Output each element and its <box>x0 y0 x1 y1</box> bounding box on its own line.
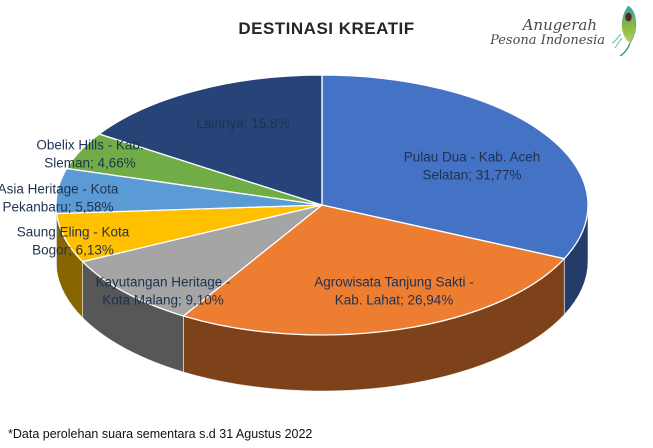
pie-slice-top-6 <box>98 74 323 206</box>
pie-slice-top-0 <box>321 74 589 260</box>
chart-title: DESTINASI KREATIF <box>238 19 415 38</box>
pie-slice-top-2 <box>81 204 323 317</box>
logo-text: Anugerah Pesona Indonesia <box>490 15 605 48</box>
pie-slice-top-1 <box>182 204 565 336</box>
footnote: *Data perolehan suara sementara s.d 31 A… <box>8 427 313 441</box>
logo: Anugerah Pesona Indonesia <box>490 4 645 61</box>
logo-line2: Pesona Indonesia <box>490 32 605 48</box>
peacock-feather-icon <box>607 4 645 61</box>
logo-line1: Anugerah <box>522 15 597 34</box>
